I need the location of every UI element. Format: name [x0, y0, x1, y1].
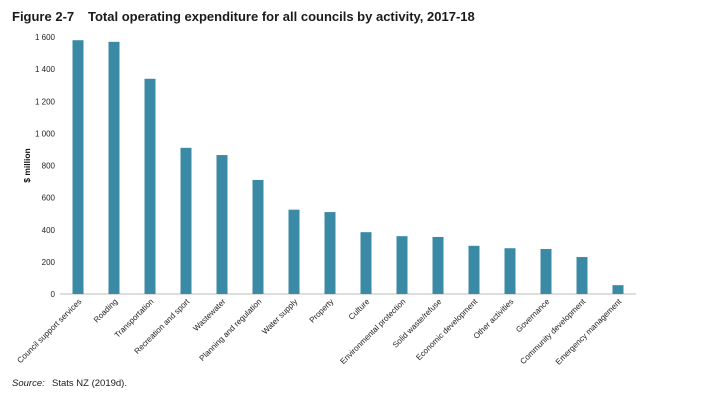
- bar: [324, 212, 336, 294]
- source-text: Stats NZ (2019d).: [52, 378, 127, 389]
- bar: [216, 155, 228, 294]
- y-tick-label: 800: [42, 162, 56, 171]
- x-category-label: Wastewater: [191, 297, 227, 333]
- x-category-label: Environmental protection: [338, 297, 407, 366]
- bar: [396, 236, 408, 294]
- y-tick-label: 1 200: [35, 97, 56, 106]
- y-tick-label: 1 400: [35, 65, 56, 74]
- bar: [144, 78, 156, 294]
- x-category-label: Roading: [92, 297, 119, 324]
- x-category-label: Council support services: [15, 297, 83, 365]
- y-tick-label: 1 600: [35, 33, 56, 42]
- bar: [288, 209, 300, 294]
- bar: [360, 232, 372, 294]
- figure-number: Figure 2-7: [12, 9, 75, 24]
- source-note: Source: Stats NZ (2019d).: [12, 378, 127, 389]
- bar: [540, 249, 552, 294]
- x-category-label: Water supply: [260, 297, 299, 336]
- x-category-label: Emergency management: [554, 297, 624, 367]
- x-category-label: Community development: [518, 297, 587, 366]
- y-tick-label: 600: [42, 194, 56, 203]
- bar: [72, 40, 84, 295]
- figure-heading: Figure 2-7 Total operating expenditure fo…: [12, 9, 475, 24]
- bar: [252, 179, 264, 294]
- source-label: Source:: [12, 378, 45, 389]
- x-category-label: Governance: [514, 297, 552, 335]
- y-tick-label: 400: [42, 226, 56, 235]
- figure-title: Total operating expenditure for all coun…: [88, 9, 475, 24]
- y-tick-label: 200: [42, 258, 56, 267]
- bar: [504, 248, 516, 294]
- x-category-label: Property: [308, 297, 336, 325]
- bar: [612, 285, 624, 294]
- x-category-label: Economic development: [414, 297, 480, 363]
- y-tick-label: 0: [51, 290, 56, 299]
- y-tick-label: 1 000: [35, 129, 56, 138]
- bar: [432, 236, 444, 294]
- bar: [180, 147, 192, 294]
- x-category-label: Culture: [347, 297, 372, 322]
- y-axis-title: $ million: [22, 148, 32, 182]
- bar: [576, 257, 588, 294]
- bar: [108, 41, 120, 294]
- x-category-label: Planning and regulation: [198, 297, 264, 363]
- bar: [468, 245, 480, 294]
